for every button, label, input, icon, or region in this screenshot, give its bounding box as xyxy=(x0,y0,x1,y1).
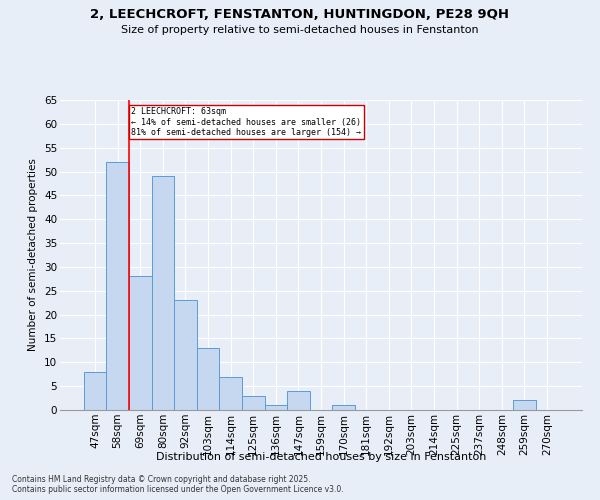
Bar xyxy=(84,372,106,410)
Text: 2 LEECHCROFT: 63sqm
← 14% of semi-detached houses are smaller (26)
81% of semi-d: 2 LEECHCROFT: 63sqm ← 14% of semi-detach… xyxy=(131,107,361,137)
Text: 2, LEECHCROFT, FENSTANTON, HUNTINGDON, PE28 9QH: 2, LEECHCROFT, FENSTANTON, HUNTINGDON, P… xyxy=(91,8,509,20)
Bar xyxy=(106,162,129,410)
Bar xyxy=(513,400,536,410)
Bar xyxy=(287,391,310,410)
Text: Distribution of semi-detached houses by size in Fenstanton: Distribution of semi-detached houses by … xyxy=(156,452,486,462)
Bar xyxy=(242,396,265,410)
Bar xyxy=(197,348,220,410)
Bar xyxy=(332,405,355,410)
Bar xyxy=(220,376,242,410)
Text: Contains HM Land Registry data © Crown copyright and database right 2025.
Contai: Contains HM Land Registry data © Crown c… xyxy=(12,474,344,494)
Bar xyxy=(152,176,174,410)
Y-axis label: Number of semi-detached properties: Number of semi-detached properties xyxy=(28,158,38,352)
Bar xyxy=(129,276,152,410)
Text: Size of property relative to semi-detached houses in Fenstanton: Size of property relative to semi-detach… xyxy=(121,25,479,35)
Bar xyxy=(174,300,197,410)
Bar xyxy=(265,405,287,410)
